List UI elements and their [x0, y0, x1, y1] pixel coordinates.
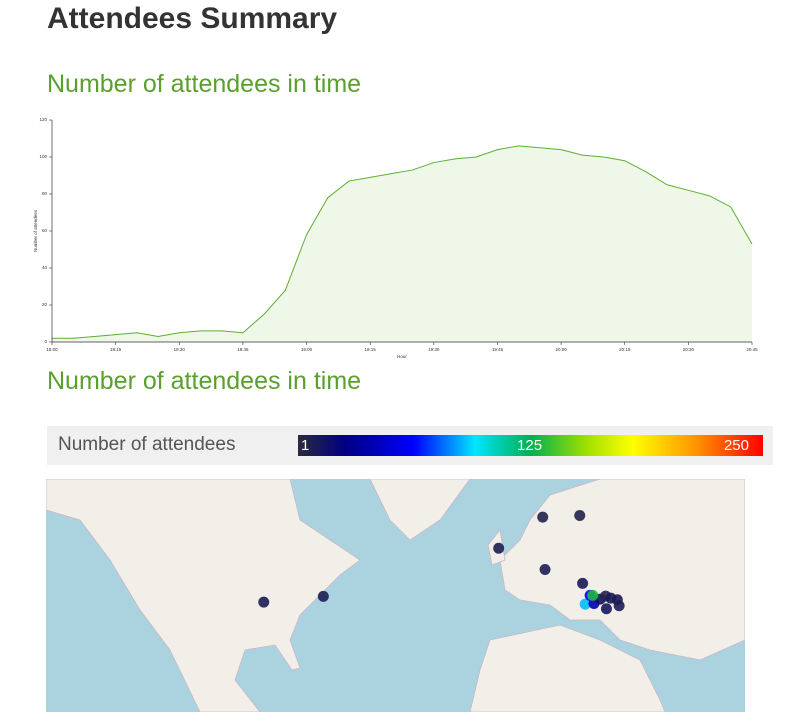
page-title: Attendees Summary — [47, 2, 338, 35]
y-tick-label: 40 — [42, 265, 48, 270]
color-bar — [298, 435, 763, 456]
area-chart: 0 20 40 60 80 100 120 18:00 18:15 18:30 18:45 19:00… — [33, 117, 758, 359]
x-tick-label: 18:15 — [110, 347, 122, 352]
x-tick-label: 18:30 — [174, 347, 186, 352]
attendee-point — [574, 510, 586, 522]
attendee-point — [537, 511, 549, 523]
area-fill — [52, 145, 752, 342]
attendee-point — [587, 589, 599, 601]
x-tick-label: 18:00 — [46, 347, 58, 352]
y-tick-label: 80 — [42, 191, 48, 196]
y-tick-label: 100 — [39, 154, 47, 159]
attendee-point — [579, 598, 591, 610]
color-tick-label: 125 — [517, 437, 542, 454]
section-title: Number of attendees in time — [47, 367, 362, 395]
legend-title: Number of attendees — [58, 434, 235, 455]
attendee-point — [317, 590, 329, 602]
attendee-point — [577, 577, 589, 589]
color-tick-label: 250 — [724, 437, 749, 454]
x-tick-label: 19:00 — [301, 347, 313, 352]
x-tick-label: 20:00 — [555, 347, 567, 352]
y-axis-label: Number of attendees — [33, 209, 38, 252]
attendee-point — [539, 564, 551, 576]
y-tick-label: 120 — [39, 117, 47, 122]
x-tick-label: 20:30 — [683, 347, 695, 352]
section-title: Number of attendees in time — [47, 70, 362, 98]
x-tick-label: 19:45 — [492, 347, 504, 352]
color-tick-label: 1 — [301, 437, 309, 454]
attendee-point — [493, 542, 505, 554]
map-base — [46, 479, 745, 712]
y-tick-label: 20 — [42, 302, 48, 307]
y-tick-label: 60 — [42, 228, 48, 233]
x-tick-label: 19:15 — [365, 347, 377, 352]
attendee-point — [600, 603, 612, 615]
color-legend: Number of attendees 1 125 250 — [47, 426, 773, 465]
attendee-point — [613, 600, 625, 612]
x-tick-label: 19:30 — [428, 347, 440, 352]
x-tick-label: 20:15 — [619, 347, 631, 352]
attendee-point — [258, 596, 270, 608]
x-axis-label: Hour — [397, 354, 407, 359]
y-tick-label: 0 — [44, 339, 47, 344]
x-tick-label: 18:45 — [237, 347, 249, 352]
x-tick-label: 20:45 — [746, 347, 758, 352]
area-line — [52, 145, 753, 339]
